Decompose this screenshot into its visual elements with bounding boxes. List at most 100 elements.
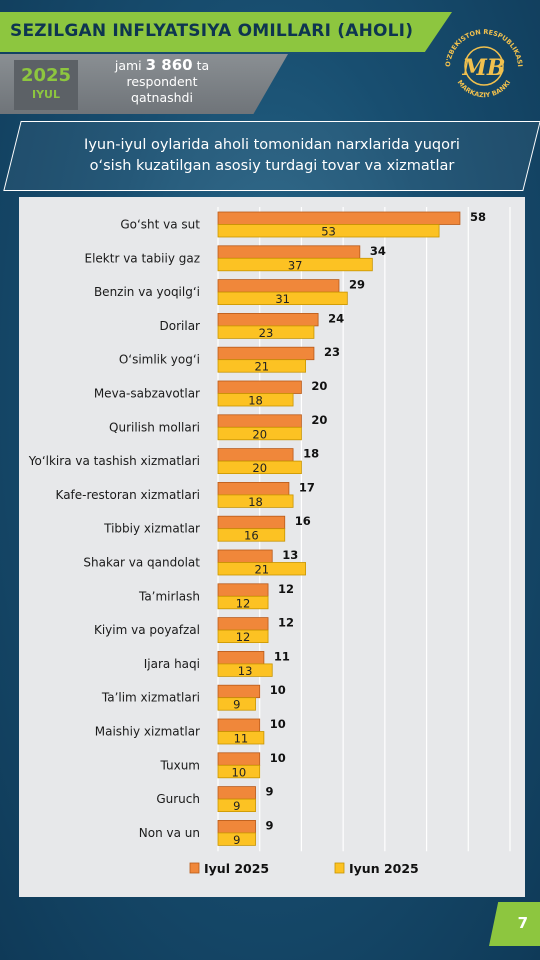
data-label-iyul: 10 [270,717,286,731]
bar-iyul [217,346,315,361]
category-label: Go‘sht va sut [120,218,200,232]
data-label-iyun: 9 [233,799,240,813]
respondents-line3: qatnashdi [131,90,193,105]
chart-subtitle: Iyun-iyul oylarida aholi tomonidan narxl… [32,135,512,177]
bar-iyul [217,515,286,530]
bar-iyun [217,663,273,677]
data-label-iyun: 9 [233,698,240,712]
bar-iyul [217,448,294,462]
category-label: Benzin va yoqilg‘i [94,285,200,299]
category-label: Qurilish mollari [109,420,200,434]
bar-iyul [217,211,461,225]
data-label-iyul: 13 [282,548,298,562]
data-label-iyun: 31 [275,292,290,306]
subtitle-line1: Iyun-iyul oylarida aholi tomonidan narxl… [84,137,460,153]
title-banner: SEZILGAN INFLYATSIYA OMILLARI (AHOLI) [0,12,452,52]
bar-iyul [217,617,269,631]
central-bank-logo-icon: O'ZBEKISTON RESPUBLIKASI MARKAZIY BANKI … [444,28,524,100]
bar-iyul [217,684,261,699]
data-label-iyun: 11 [234,732,249,746]
data-label-iyul: 12 [278,582,294,596]
category-label: Yo‘lkira va tashish xizmatlari [28,454,200,468]
month-label: IYUL [32,88,60,101]
data-label-iyul: 58 [470,210,486,224]
bar-iyun [217,393,294,407]
data-label-iyul: 16 [295,514,311,528]
data-label-iyul: 18 [303,447,319,461]
bar-iyun [217,595,269,610]
bar-iyun [217,697,256,711]
page-badge: 7 [489,902,540,946]
category-label: Non va un [139,826,200,840]
bar-iyul [217,313,319,327]
bar-iyul [217,245,361,259]
svg-text:MARKAZIY BANKI: MARKAZIY BANKI [456,79,513,100]
bar-iyun [217,426,302,441]
data-label-iyun: 13 [238,664,253,678]
category-label: Meva-sabzavotlar [94,387,200,401]
bar-iyul [217,549,273,563]
category-label: Guruch [156,792,200,806]
data-label-iyun: 18 [248,495,263,509]
respondents-info: jami 3 860 ta respondent qatnashdi [98,57,226,106]
respondents-prefix: jami [114,58,142,73]
data-label-iyun: 10 [232,765,247,779]
data-label-iyun: 20 [252,461,267,475]
category-label: Ta’lim xizmatlari [101,691,200,705]
data-label-iyun: 53 [321,225,336,239]
category-label: Shakar va qandolat [83,556,200,570]
bar-iyul [217,414,302,428]
legend-swatch [189,862,200,874]
bar-iyun [217,224,440,238]
bar-iyun [217,494,294,508]
page-title: SEZILGAN INFLYATSIYA OMILLARI (AHOLI) [10,21,414,41]
subtitle-box: Iyun-iyul oylarida aholi tomonidan narxl… [3,121,540,191]
bar-iyun [217,731,265,745]
category-label: Dorilar [160,319,201,333]
bar-iyul [217,820,256,834]
data-label-iyun: 9 [233,833,240,847]
data-label-iyun: 12 [236,596,251,610]
bar-iyul [217,583,269,597]
logo-text-bottom: MARKAZIY BANKI [456,79,513,100]
data-label-iyul: 34 [370,244,386,258]
bar-iyun [217,798,256,812]
data-label-iyun: 21 [254,563,269,577]
category-label: Ta’mirlash [138,589,200,603]
bar-iyul [217,481,290,496]
category-label: Maishiy xizmatlar [95,725,200,739]
bar-iyul [217,718,261,732]
data-label-iyun: 37 [288,258,303,272]
data-label-iyun: 21 [254,360,269,374]
data-label-iyul: 20 [311,379,327,393]
legend-swatch [334,862,345,874]
page-number: 7 [517,914,528,932]
category-label: Ijara haqi [144,657,200,671]
legend-label: Iyun 2025 [349,861,419,876]
category-label: O‘simlik yog‘i [119,353,200,367]
data-label-iyun: 12 [236,630,251,644]
category-label: Tuxum [159,758,200,772]
bar-iyul [217,279,340,293]
respondents-count: 3 860 [145,56,193,74]
data-label-iyul: 17 [299,480,315,494]
data-label-iyun: 16 [244,529,259,543]
data-label-iyun: 20 [252,427,267,441]
bar-iyun [217,528,286,542]
bar-iyul [217,786,256,800]
respondents-line2: respondent [126,74,198,89]
year-box: 2025 IYUL [14,60,78,110]
data-label-iyul: 20 [311,413,327,427]
respondents-suffix: ta [196,58,210,73]
bar-iyun [217,764,261,779]
bar-iyul [217,650,265,665]
year-label: 2025 [20,65,72,86]
category-label: Tibbiy xizmatlar [103,522,200,536]
data-label-iyul: 11 [274,649,290,663]
data-label-iyul: 23 [324,345,340,359]
bar-iyun [217,257,373,272]
logo-mark: MB [462,55,506,81]
category-label: Elektr va tabiiy gaz [85,251,201,265]
bar-iyul [217,752,261,766]
data-label-iyul: 9 [266,785,274,799]
